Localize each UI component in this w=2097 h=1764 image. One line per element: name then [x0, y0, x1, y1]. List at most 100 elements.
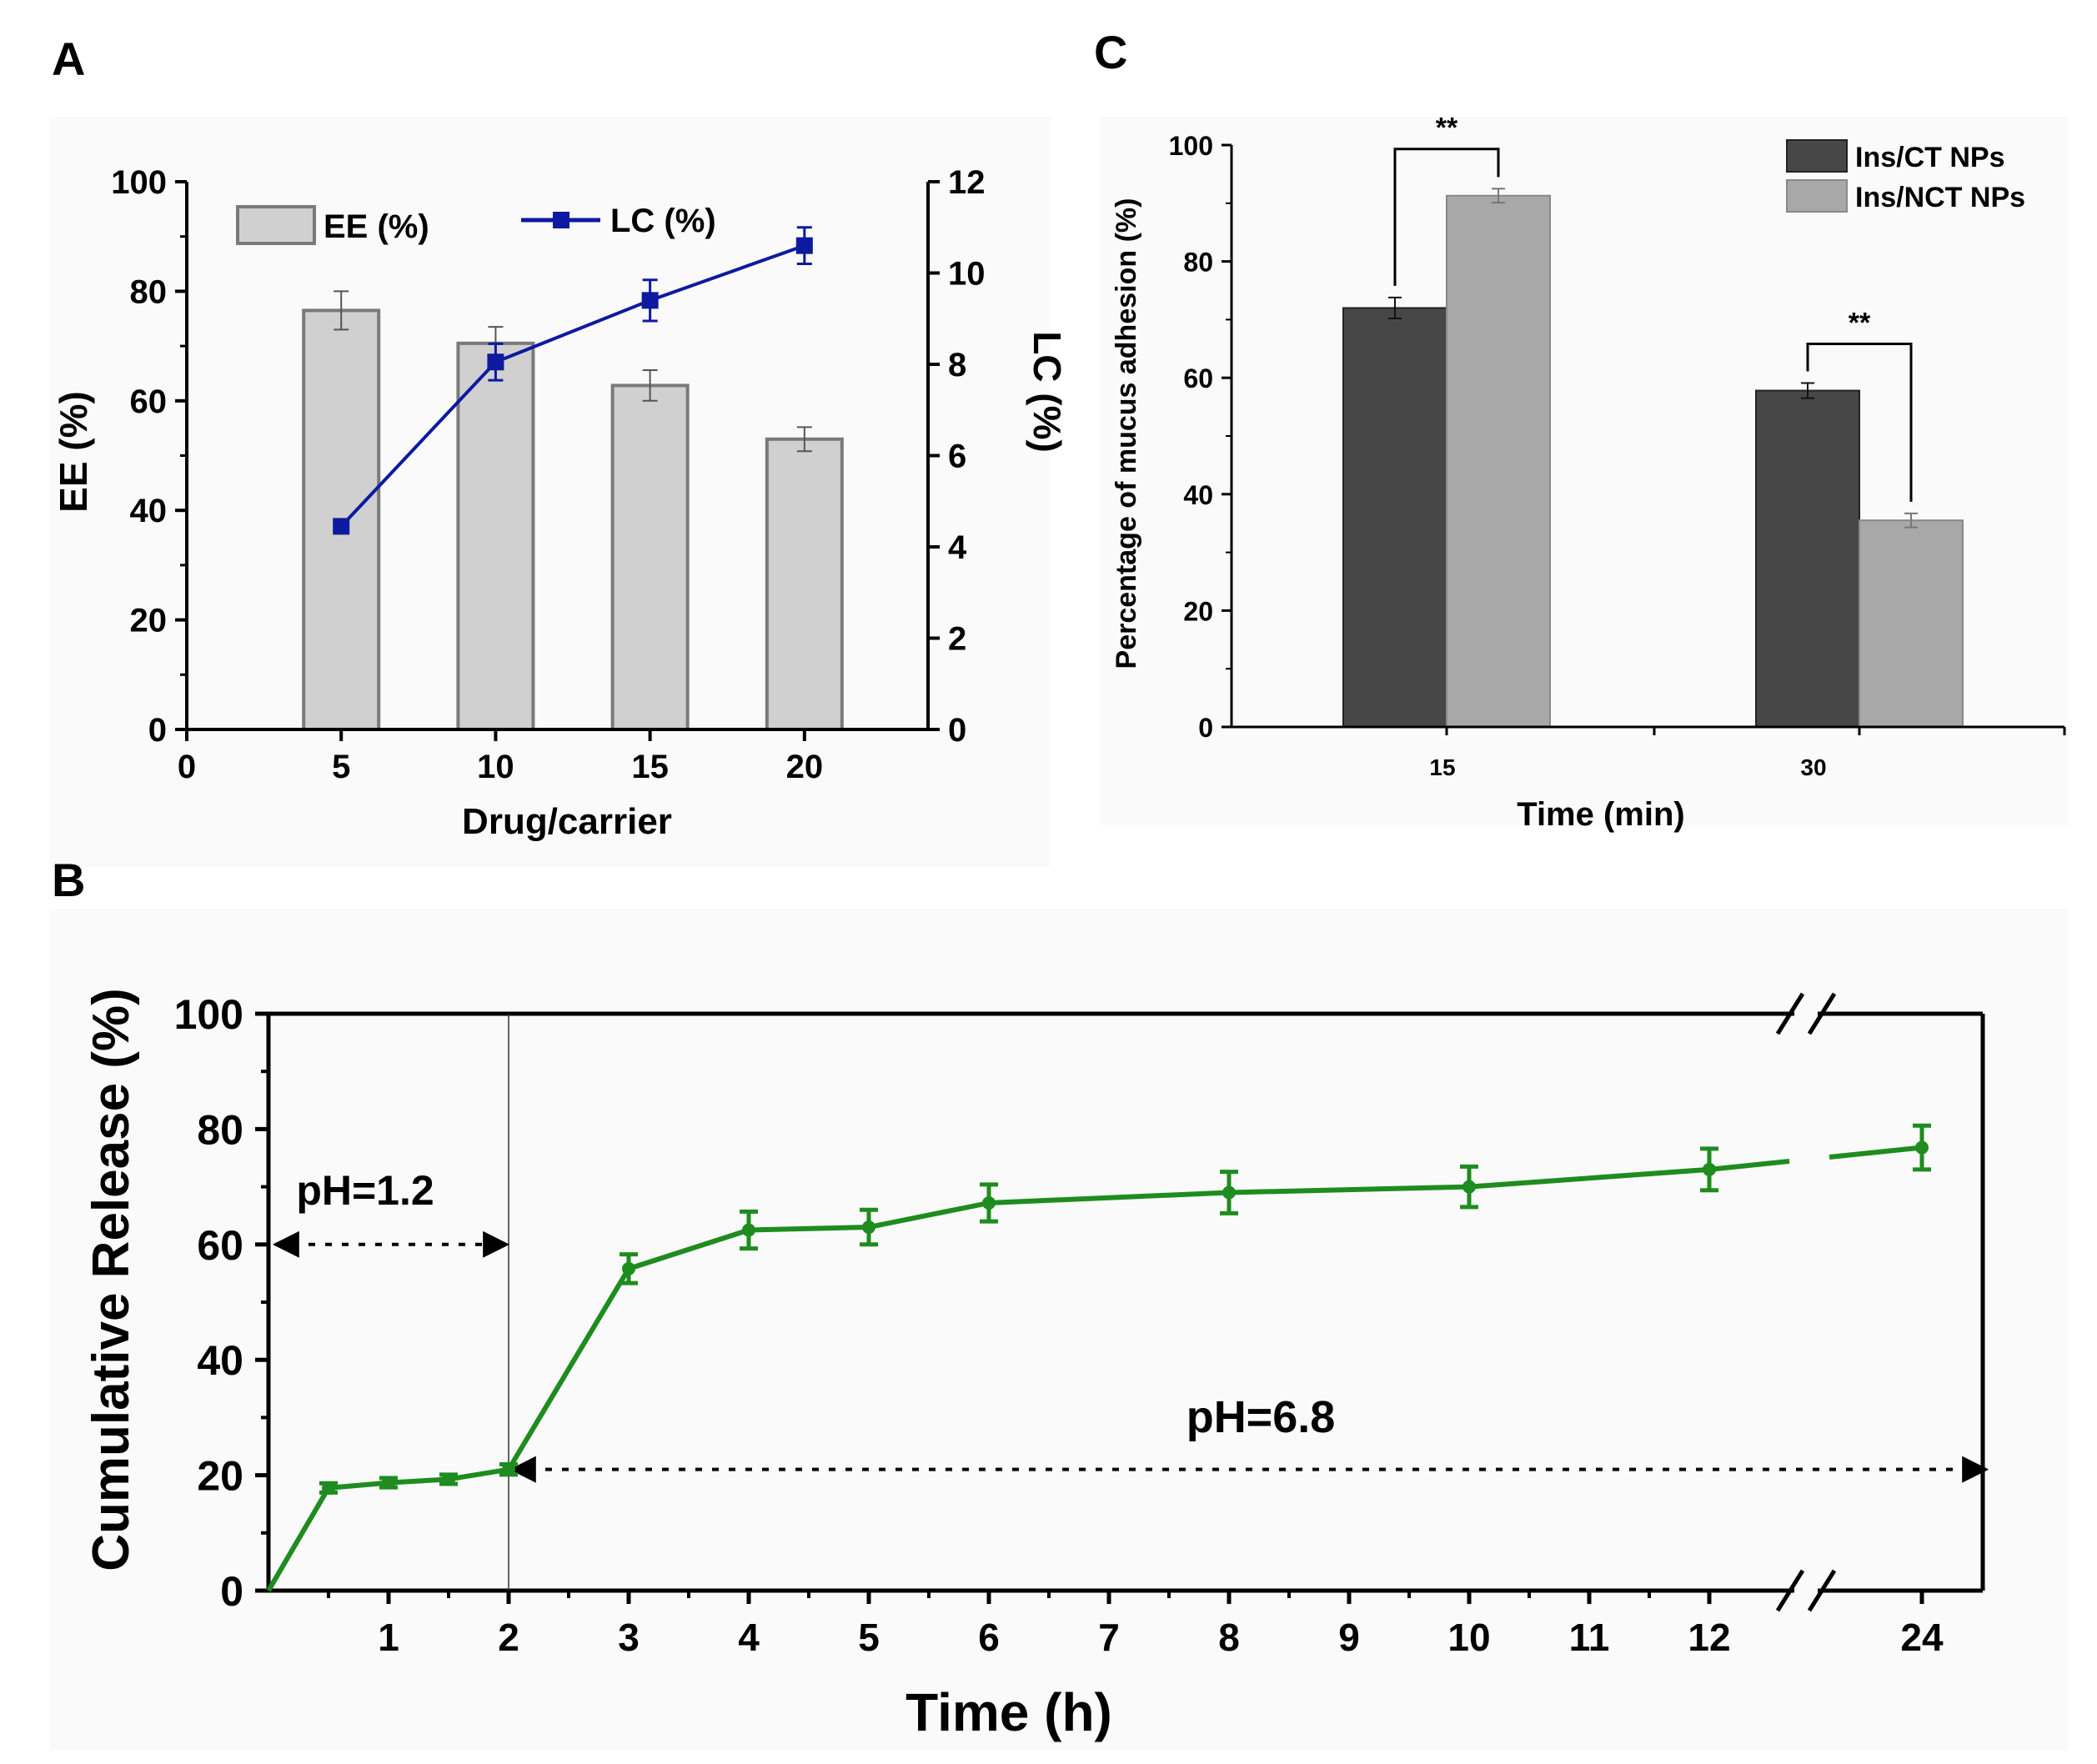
axis-break-mark — [1775, 1569, 1805, 1612]
legend-ct-label: Ins/CT NPs — [1855, 142, 2004, 173]
chart-b-x-tick-label: 3 — [618, 1616, 640, 1659]
chart-a-right-tick-label: 8 — [948, 347, 966, 383]
chart-b-x-tick-label: 7 — [1098, 1616, 1120, 1659]
chart-b-x-axis-label: Time (h) — [906, 1682, 1112, 1742]
chart-b-x-tick-label: 11 — [1569, 1616, 1610, 1659]
axis-break-mark — [1807, 992, 1837, 1035]
chart-a-x-axis-label: Drug/carrier — [462, 801, 672, 842]
chart-c: ** ** 0 20 40 60 80 100 15 30 Time (min) Percent… — [1111, 113, 2066, 833]
chart-b-y-tick-label: 0 — [220, 1568, 243, 1615]
chart-a-x-tick-label: 0 — [178, 749, 196, 785]
nct-bar — [1859, 519, 1964, 729]
chart-b-x-tick-label: 1 — [378, 1616, 399, 1659]
significance-label: ** — [1436, 113, 1458, 144]
significance-bracket — [1806, 343, 1913, 502]
chart-b-y-tick-label: 60 — [197, 1222, 243, 1269]
chart-b-y-axis-label: Cumulative Release (%) — [83, 988, 140, 1571]
ee-bar — [456, 341, 535, 731]
release-point — [622, 1261, 635, 1275]
significance-bracket — [1393, 148, 1500, 286]
chart-a-right-tick-label: 6 — [948, 438, 966, 475]
chart-c-y-tick-label: 20 — [1183, 596, 1213, 626]
lc-point — [795, 237, 813, 254]
legend-nct-swatch — [1786, 179, 1848, 213]
nct-bar — [1446, 194, 1551, 728]
panel-label-b: B — [52, 854, 85, 906]
ph-6-8-label: pH=6.8 — [1186, 1392, 1336, 1442]
chart-b-x-tick-label: 5 — [858, 1616, 880, 1659]
chart-a-y-tick-label: 60 — [130, 383, 168, 420]
chart-a-right-tick-label: 12 — [948, 164, 986, 201]
ph-1-2-label: pH=1.2 — [296, 1167, 434, 1214]
chart-c-y-tick-label: 40 — [1183, 480, 1213, 510]
legend-lc-marker — [553, 212, 569, 228]
release-point — [862, 1220, 875, 1235]
legend-ct-swatch — [1786, 139, 1848, 173]
chart-a-y-tick-label: 100 — [111, 164, 167, 201]
chart-b-y-tick-label: 20 — [197, 1453, 243, 1500]
release-point — [1703, 1162, 1716, 1176]
legend-ee-swatch — [236, 205, 316, 245]
release-line — [266, 1166, 1710, 1592]
chart-b-x-tick-label: 2 — [498, 1616, 519, 1659]
release-point — [382, 1476, 395, 1490]
chart-b-x-tick-label: 4 — [738, 1616, 760, 1659]
chart-b-y-tick-label: 80 — [197, 1106, 243, 1153]
chart-a-legend: EE (%) LC (%) — [236, 203, 716, 245]
chart-a-x-tick-label: 10 — [477, 749, 514, 785]
axis-break-mark — [1807, 1569, 1837, 1612]
chart-c-y-tick-label: 80 — [1183, 248, 1213, 278]
legend-lc-label: LC (%) — [610, 203, 716, 239]
ee-bar — [610, 383, 690, 731]
chart-a-x-tick-label: 15 — [631, 749, 669, 785]
legend-nct-label: Ins/NCT NPs — [1855, 182, 2025, 213]
chart-c-legend: Ins/CT NPs Ins/NCT NPs — [1786, 139, 2025, 213]
chart-a-right-tick-label: 0 — [948, 712, 966, 749]
release-line-segment — [1829, 1145, 1923, 1160]
release-line-segment — [1708, 1158, 1790, 1172]
chart-b-y-tick-label: 40 — [197, 1337, 243, 1384]
ct-bar — [1342, 307, 1447, 728]
release-point — [1222, 1185, 1236, 1200]
release-point — [982, 1195, 996, 1210]
chart-a-y-tick-label: 80 — [130, 273, 168, 310]
chart-a-right-tick-label: 4 — [948, 529, 967, 566]
chart-c-y-tick-label: 100 — [1169, 131, 1213, 161]
ct-bar — [1755, 389, 1860, 728]
lc-line — [339, 243, 805, 528]
chart-a-y-tick-label: 20 — [130, 603, 168, 639]
lc-point — [333, 518, 350, 535]
chart-b-x-tick-label: 8 — [1218, 1616, 1240, 1659]
release-point — [322, 1481, 335, 1495]
chart-a-y-tick-label: 40 — [130, 493, 168, 529]
chart-a-right-tick-label: 10 — [948, 256, 986, 293]
lc-point — [641, 292, 659, 309]
panel-label-c: C — [1094, 26, 1127, 78]
chart-a-right-axis-label: LC (%) — [1026, 331, 1069, 453]
significance-label: ** — [1849, 308, 1871, 339]
chart-a: 0 20 40 60 80 100 0 2 4 6 8 10 12 0 5 10 15 20 Drug/carri… — [52, 164, 1069, 842]
chart-c-y-tick-label: 0 — [1198, 713, 1213, 743]
chart-c-x-tick-label: 30 — [1800, 754, 1826, 780]
release-point — [1462, 1180, 1476, 1194]
chart-a-x-tick-label: 20 — [786, 749, 824, 785]
chart-c-x-tick-label: 15 — [1429, 754, 1455, 780]
legend-ee-label: EE (%) — [324, 208, 429, 245]
chart-a-right-tick-label: 2 — [948, 621, 966, 658]
release-point — [742, 1223, 755, 1237]
chart-b-x-tick-label: 12 — [1688, 1616, 1730, 1659]
chart-b-x-tick-label: 9 — [1338, 1616, 1360, 1659]
chart-c-y-tick-label: 60 — [1183, 363, 1213, 393]
chart-c-y-axis-label: Percentage of mucus adhesion (%) — [1111, 198, 1142, 669]
panel-label-a: A — [52, 33, 85, 85]
chart-c-x-axis-label: Time (min) — [1517, 796, 1685, 833]
release-point — [442, 1472, 455, 1486]
chart-b-y-tick-label: 100 — [174, 991, 243, 1038]
chart-a-y-axis-label: EE (%) — [52, 391, 95, 513]
chart-b-x-tick-label: 24 — [1900, 1616, 1944, 1659]
release-point — [1915, 1140, 1929, 1155]
axis-break-mark — [1775, 992, 1805, 1035]
chart-a-x-tick-label: 5 — [332, 749, 350, 785]
panel-a-background — [50, 117, 1051, 867]
